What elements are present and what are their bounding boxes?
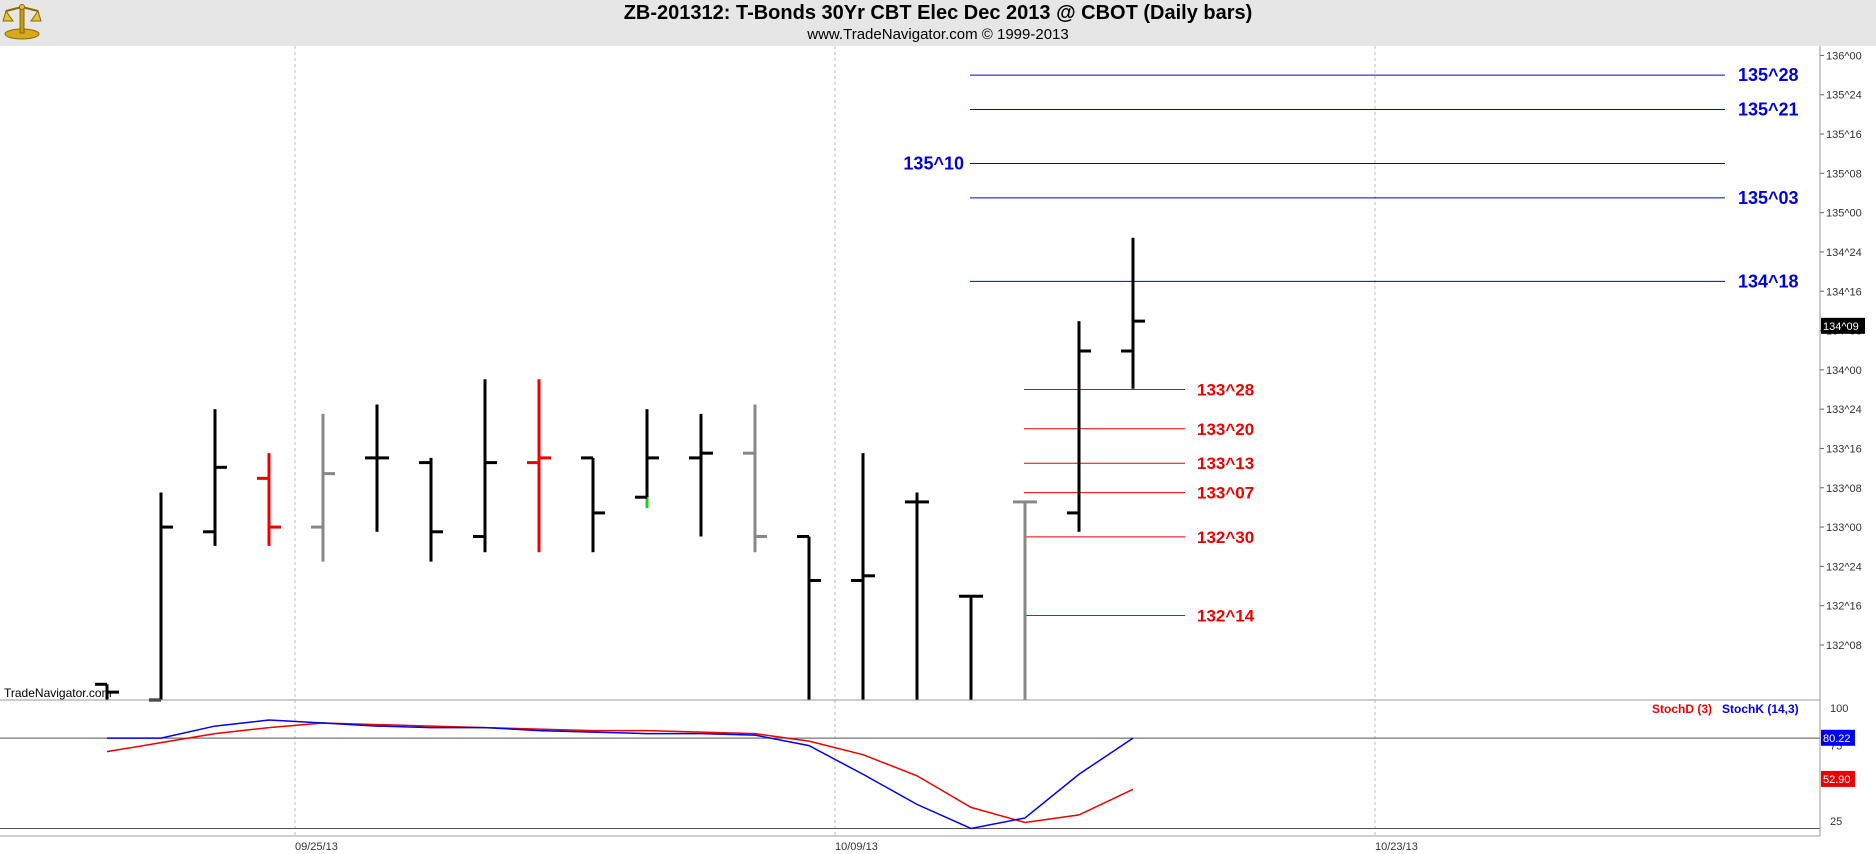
price-tick-label: 133^08 [1826,483,1862,495]
price-tick-label: 134^00 [1826,365,1862,377]
stoch-value-label: 80.22 [1823,733,1851,745]
current-price-tag [1821,317,1865,334]
ohlc-bar [95,682,119,700]
ohlc-bar [473,379,497,553]
date-label: 09/25/13 [295,841,338,853]
ohlc-bar [365,404,389,532]
resistance-label: 135^03 [1738,188,1799,208]
chart-header: ZB-201312: T-Bonds 30Yr CBT Elec Dec 201… [0,0,1876,46]
price-chart[interactable]: 135^28 135^21 135^10 135^03 134^18 133^28 133^… [0,46,1876,854]
trade-navigator-logo-icon [2,3,42,46]
resistance-label: 135^28 [1738,65,1799,85]
chart-subtitle: www.TradeNavigator.com © 1999-2013 [807,26,1069,43]
price-tick-label: 135^00 [1826,208,1862,220]
legend-stoch-d: StochD (3) [1652,702,1712,716]
resistance-label: 134^18 [1738,271,1799,291]
stoch-value-tag [1821,729,1855,746]
stoch-line-k [107,719,1134,830]
date-label: 10/23/13 [1375,841,1418,853]
ohlc-bar [797,535,821,700]
stoch-tick-label: 25 [1830,816,1842,828]
support-label: 132^30 [1197,528,1254,547]
price-tick-label: 135^24 [1826,90,1862,102]
watermark: TradeNavigator.com [4,686,112,700]
price-tick-label: 136^00 [1826,50,1862,62]
legend-stoch-k: StochK (14,3) [1722,702,1799,716]
current-price-label: 134^09 [1823,321,1859,333]
ohlc-bar [257,453,281,546]
ohlc-bar [581,456,605,553]
price-tick-label: 133^16 [1826,443,1862,455]
price-tick-label: 132^16 [1826,601,1862,613]
ohlc-bar [419,457,443,562]
ohlc-bar [851,453,875,700]
price-tick-label: 132^08 [1826,640,1862,652]
support-label: 133^13 [1197,454,1254,473]
price-tick-label: 132^24 [1826,561,1862,573]
date-axis: 09/25/13 10/09/13 10/23/13 [0,835,1820,853]
price-tick-label: 135^16 [1826,129,1862,141]
ohlc-bar [1013,500,1037,700]
ohlc-bar [959,594,983,700]
price-axis: 136^00 135^24 135^16 135^08 135^00 134^24 134^… [1820,50,1865,652]
price-tick-label: 133^00 [1826,522,1862,534]
price-tick-label: 134^16 [1826,286,1862,298]
ohlc-bar [1067,321,1091,532]
price-tick-label: 135^08 [1826,168,1862,180]
support-label: 132^14 [1197,606,1255,625]
ohlc-bar [905,492,929,700]
ohlc-bar [635,409,659,509]
price-bars [95,237,1145,702]
support-label: 133^20 [1197,420,1254,439]
date-label: 10/09/13 [835,841,878,853]
ohlc-bar [203,409,227,546]
support-resistance-levels: 135^28 135^21 135^10 135^03 134^18 133^28 133^… [903,65,1798,625]
ohlc-bar [689,413,713,537]
ohlc-bar [311,413,335,562]
ohlc-bar [1121,237,1145,389]
ohlc-bar [527,379,551,553]
stoch-line-d [106,722,1134,824]
stoch-value-label: 52.90 [1823,774,1851,786]
support-label: 133^28 [1197,381,1254,400]
price-tick-label: 134^24 [1826,247,1862,259]
chart-title: ZB-201312: T-Bonds 30Yr CBT Elec Dec 201… [623,2,1253,24]
stoch-value-tag [1821,770,1855,787]
stoch-tick-label: 100 [1830,703,1848,715]
resistance-label: 135^10 [903,154,964,174]
support-label: 133^07 [1197,484,1254,503]
price-tick-label: 133^24 [1826,404,1862,416]
resistance-label: 135^21 [1738,100,1799,120]
ohlc-bar [743,404,767,553]
